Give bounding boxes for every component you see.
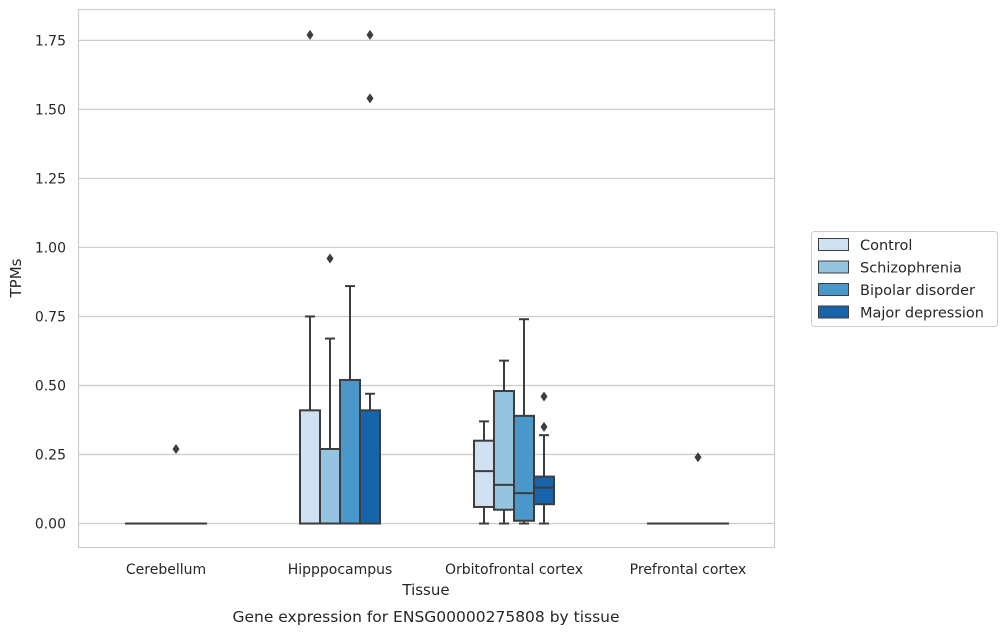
box: [299, 409, 321, 525]
gridlines: [79, 39, 775, 525]
x-axis-ticks: Cerebellum Hipppocampus Orbitofrontal cort…: [126, 562, 746, 578]
box: [513, 414, 535, 522]
outlier-point: [540, 391, 548, 402]
x-tick-label: Prefrontal cortex: [630, 562, 747, 578]
x-axis-label: Tissue: [401, 581, 449, 599]
legend-swatch: [818, 305, 849, 319]
legend-label: Control: [860, 238, 912, 254]
box: [533, 475, 555, 506]
y-tick-label: 1.25: [35, 171, 66, 187]
box: [473, 439, 495, 508]
y-tick-label: 1.50: [35, 102, 66, 118]
y-tick-label: 0.25: [35, 448, 66, 464]
box: [359, 409, 381, 525]
y-tick-label: 0.00: [35, 517, 66, 533]
box: [319, 447, 341, 525]
legend-label: Schizophrenia: [860, 261, 962, 277]
chart-caption: Gene expression for ENSG00000275808 by t…: [232, 608, 619, 626]
outlier-point: [326, 253, 334, 264]
legend-swatch: [818, 283, 849, 296]
x-tick-label: Cerebellum: [126, 562, 206, 578]
y-tick-label: 0.50: [35, 378, 66, 394]
legend-swatch: [818, 260, 849, 274]
legend-label: Bipolar disorder: [860, 283, 975, 299]
y-tick-label: 1.00: [35, 240, 66, 256]
outlier-point: [694, 452, 702, 463]
y-axis-label: TPMs: [7, 258, 25, 298]
y-tick-label: 1.75: [35, 33, 66, 49]
legend-swatch: [818, 238, 849, 251]
outlier-point: [366, 93, 374, 104]
outlier-point: [366, 29, 374, 40]
outlier-point: [172, 443, 180, 454]
boxes: [125, 29, 729, 525]
legend-label: Major depression: [860, 306, 984, 322]
plot-frame: [77, 8, 776, 549]
y-axis-ticks: 0.00 0.25 0.50 0.75 1.00 1.25 1.50 1.75: [35, 33, 66, 532]
box: [339, 378, 361, 525]
outlier-point: [540, 421, 548, 432]
outlier-point: [306, 29, 314, 40]
y-tick-label: 0.75: [35, 309, 66, 325]
x-tick-label: Hipppocampus: [288, 562, 393, 578]
legend-frame: [811, 231, 998, 327]
box: [493, 390, 515, 511]
legend: Control Schizophrenia Bipolar disorder Majo…: [811, 231, 998, 327]
x-tick-label: Orbitofrontal cortex: [445, 562, 583, 578]
